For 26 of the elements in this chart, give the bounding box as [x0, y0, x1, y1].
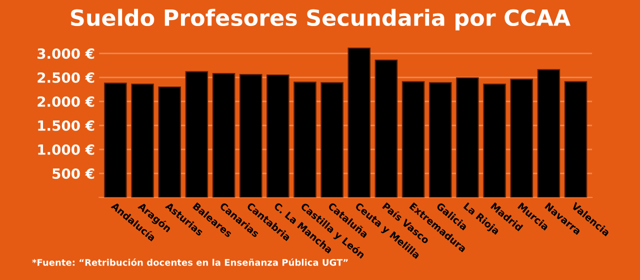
text: *Fuente: “Retribución docentes en la Enseñanza Pública UGT” [32, 258, 348, 266]
y-tick-label: 500 € [52, 168, 94, 179]
bar [266, 74, 290, 198]
bar [104, 82, 127, 198]
y-tick-label: 3.000 € [38, 48, 94, 59]
bar [239, 74, 262, 198]
bar [320, 82, 344, 198]
bar [374, 60, 398, 198]
bar [510, 78, 533, 198]
y-tick-label: 1.000 € [38, 144, 94, 155]
y-tick-label: 2.000 € [38, 96, 94, 107]
bar [537, 69, 560, 198]
bar [185, 71, 208, 198]
chart-title: Sueldo Profesores Secundaria por CCAA [71, 8, 570, 30]
bar [428, 82, 452, 198]
bar [131, 84, 154, 198]
y-tick-label: 2.500 € [38, 72, 94, 83]
bar [564, 81, 588, 198]
bar [483, 84, 506, 198]
bar [158, 86, 181, 198]
bar [456, 77, 479, 198]
bar [402, 81, 425, 198]
bar [212, 73, 236, 198]
bar [294, 82, 316, 198]
bar [348, 48, 371, 198]
y-tick-label: 1.500 € [38, 120, 94, 131]
